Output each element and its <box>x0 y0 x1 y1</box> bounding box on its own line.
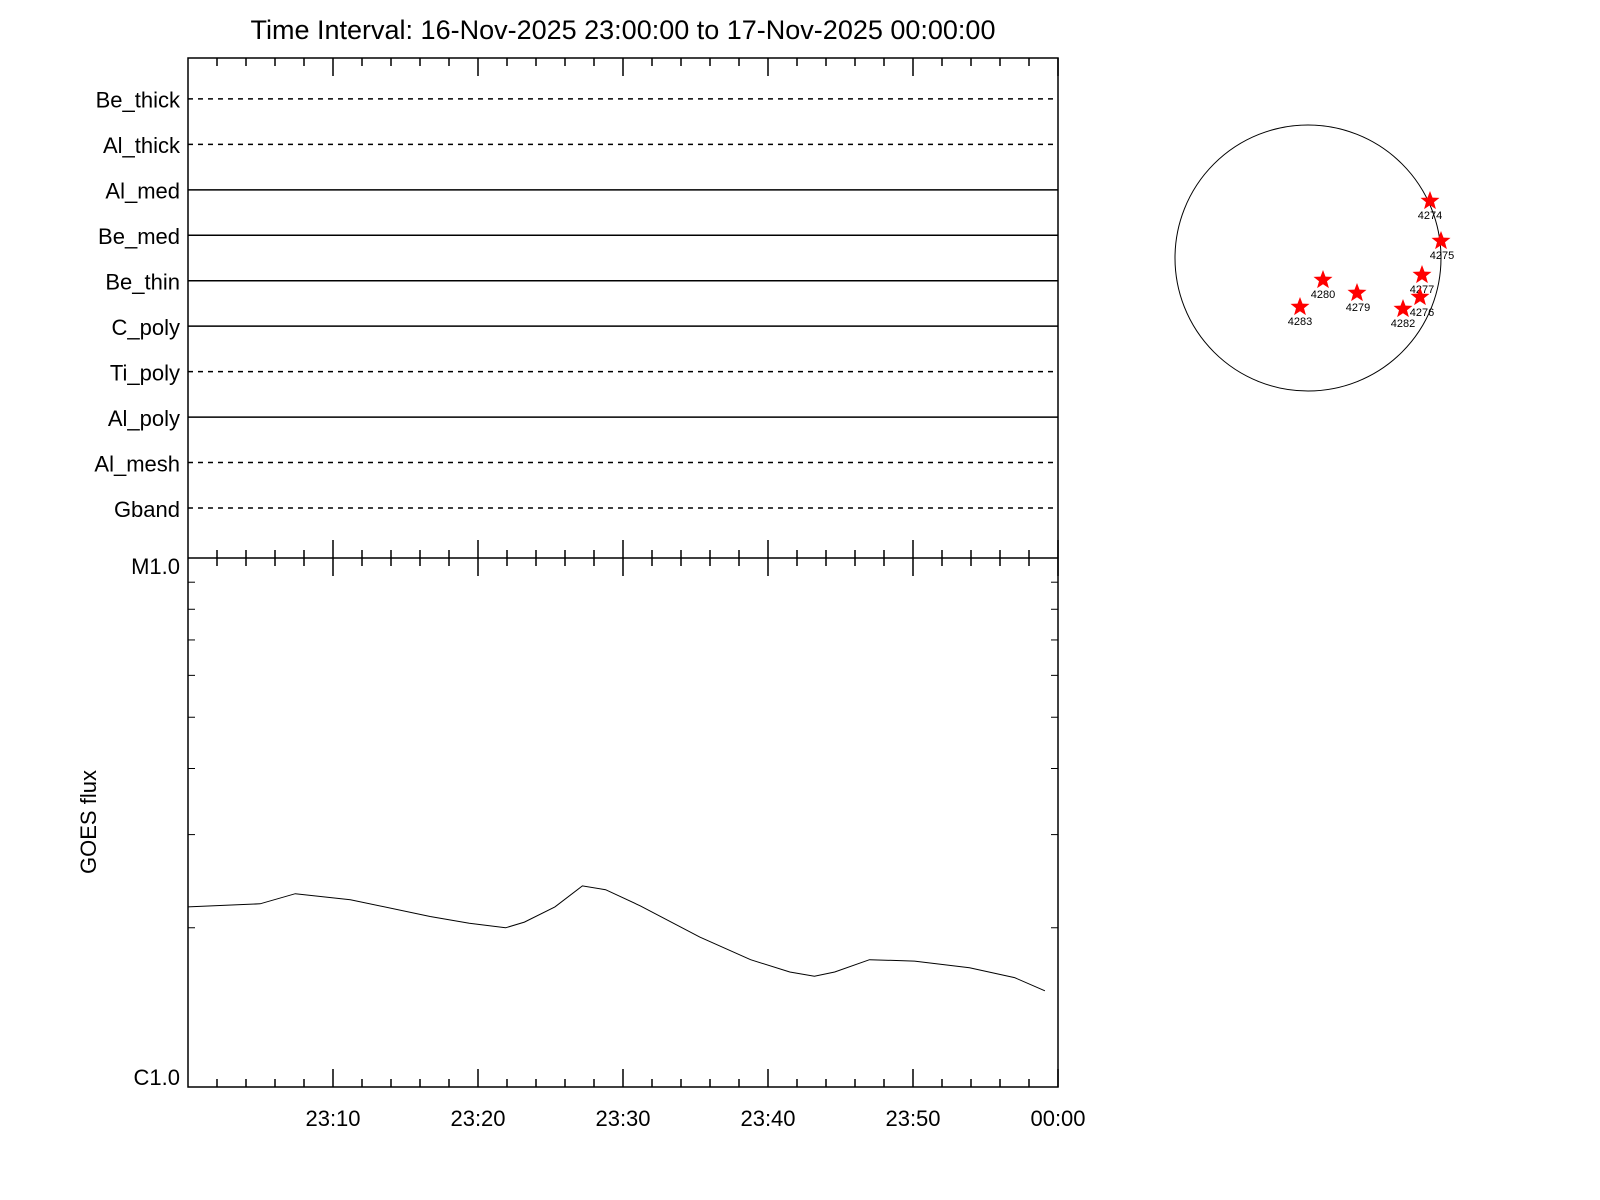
region-marker <box>1431 231 1451 250</box>
x-tick-label: 23:50 <box>885 1106 940 1131</box>
region-label: 4277 <box>1410 284 1434 296</box>
channel-label: Be_thick <box>96 88 181 113</box>
region-label: 4279 <box>1346 302 1370 314</box>
x-tick-label: 00:00 <box>1030 1106 1085 1131</box>
region-marker <box>1410 287 1430 306</box>
solar-disk <box>1174 124 1442 392</box>
channel-label: C_poly <box>112 315 180 340</box>
goes-line <box>187 885 1046 992</box>
region-marker <box>1290 297 1310 316</box>
x-tick-label: 23:10 <box>305 1106 360 1131</box>
chart-title: Time Interval: 16-Nov-2025 23:00:00 to 1… <box>251 15 996 45</box>
channel-label: Al_med <box>105 179 180 204</box>
region-label: 4283 <box>1288 316 1312 328</box>
channel-label: Al_thick <box>103 133 181 158</box>
region-label: 4274 <box>1418 210 1442 222</box>
y-tick-label: M1.0 <box>131 554 180 579</box>
region-marker <box>1412 265 1432 284</box>
channel-label: Al_mesh <box>94 451 180 476</box>
region-label: 4282 <box>1391 318 1415 330</box>
region-label: 4275 <box>1430 250 1454 262</box>
x-tick-label: 23:40 <box>740 1106 795 1131</box>
region-marker <box>1313 270 1333 289</box>
channel-label: Be_thin <box>105 270 180 295</box>
region-label: 4280 <box>1311 289 1335 301</box>
channel-label: Be_med <box>98 224 180 249</box>
channel-label: Al_poly <box>108 406 180 431</box>
y-tick-label: C1.0 <box>134 1065 180 1090</box>
region-marker <box>1420 191 1440 210</box>
y-axis-label: GOES flux <box>76 770 101 874</box>
region-marker <box>1347 283 1367 302</box>
region-label: 4276 <box>1410 307 1434 319</box>
x-tick-label: 23:30 <box>595 1106 650 1131</box>
channel-label: Ti_poly <box>110 360 180 385</box>
x-tick-label: 23:20 <box>450 1106 505 1131</box>
region-marker <box>1393 299 1413 318</box>
channel-label: Gband <box>114 497 180 522</box>
